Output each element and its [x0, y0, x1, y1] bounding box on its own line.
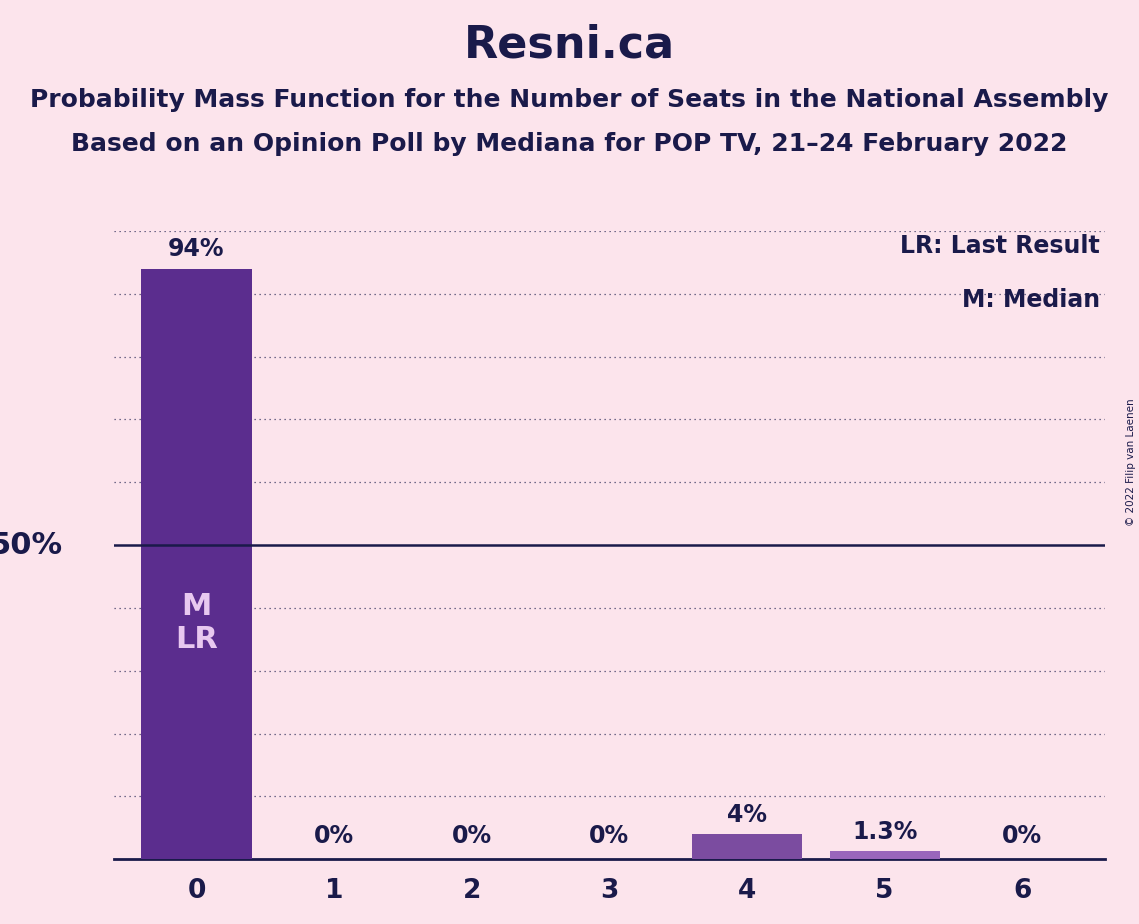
Bar: [141, 269, 252, 859]
Text: M
LR: M LR: [175, 591, 218, 654]
Text: Based on an Opinion Poll by Mediana for POP TV, 21–24 February 2022: Based on an Opinion Poll by Mediana for …: [72, 132, 1067, 156]
Bar: [829, 851, 940, 859]
Text: © 2022 Filip van Laenen: © 2022 Filip van Laenen: [1125, 398, 1136, 526]
Text: 1.3%: 1.3%: [852, 820, 917, 844]
Text: 0%: 0%: [314, 824, 354, 848]
Text: 94%: 94%: [169, 237, 224, 261]
Bar: [693, 834, 802, 859]
Text: M: Median: M: Median: [961, 287, 1100, 311]
Text: 50%: 50%: [0, 530, 63, 560]
Text: Resni.ca: Resni.ca: [464, 23, 675, 67]
Text: 4%: 4%: [727, 803, 767, 827]
Text: LR: Last Result: LR: Last Result: [900, 234, 1100, 258]
Text: 0%: 0%: [452, 824, 492, 848]
Text: 0%: 0%: [589, 824, 630, 848]
Text: Probability Mass Function for the Number of Seats in the National Assembly: Probability Mass Function for the Number…: [31, 88, 1108, 112]
Text: 0%: 0%: [1002, 824, 1042, 848]
